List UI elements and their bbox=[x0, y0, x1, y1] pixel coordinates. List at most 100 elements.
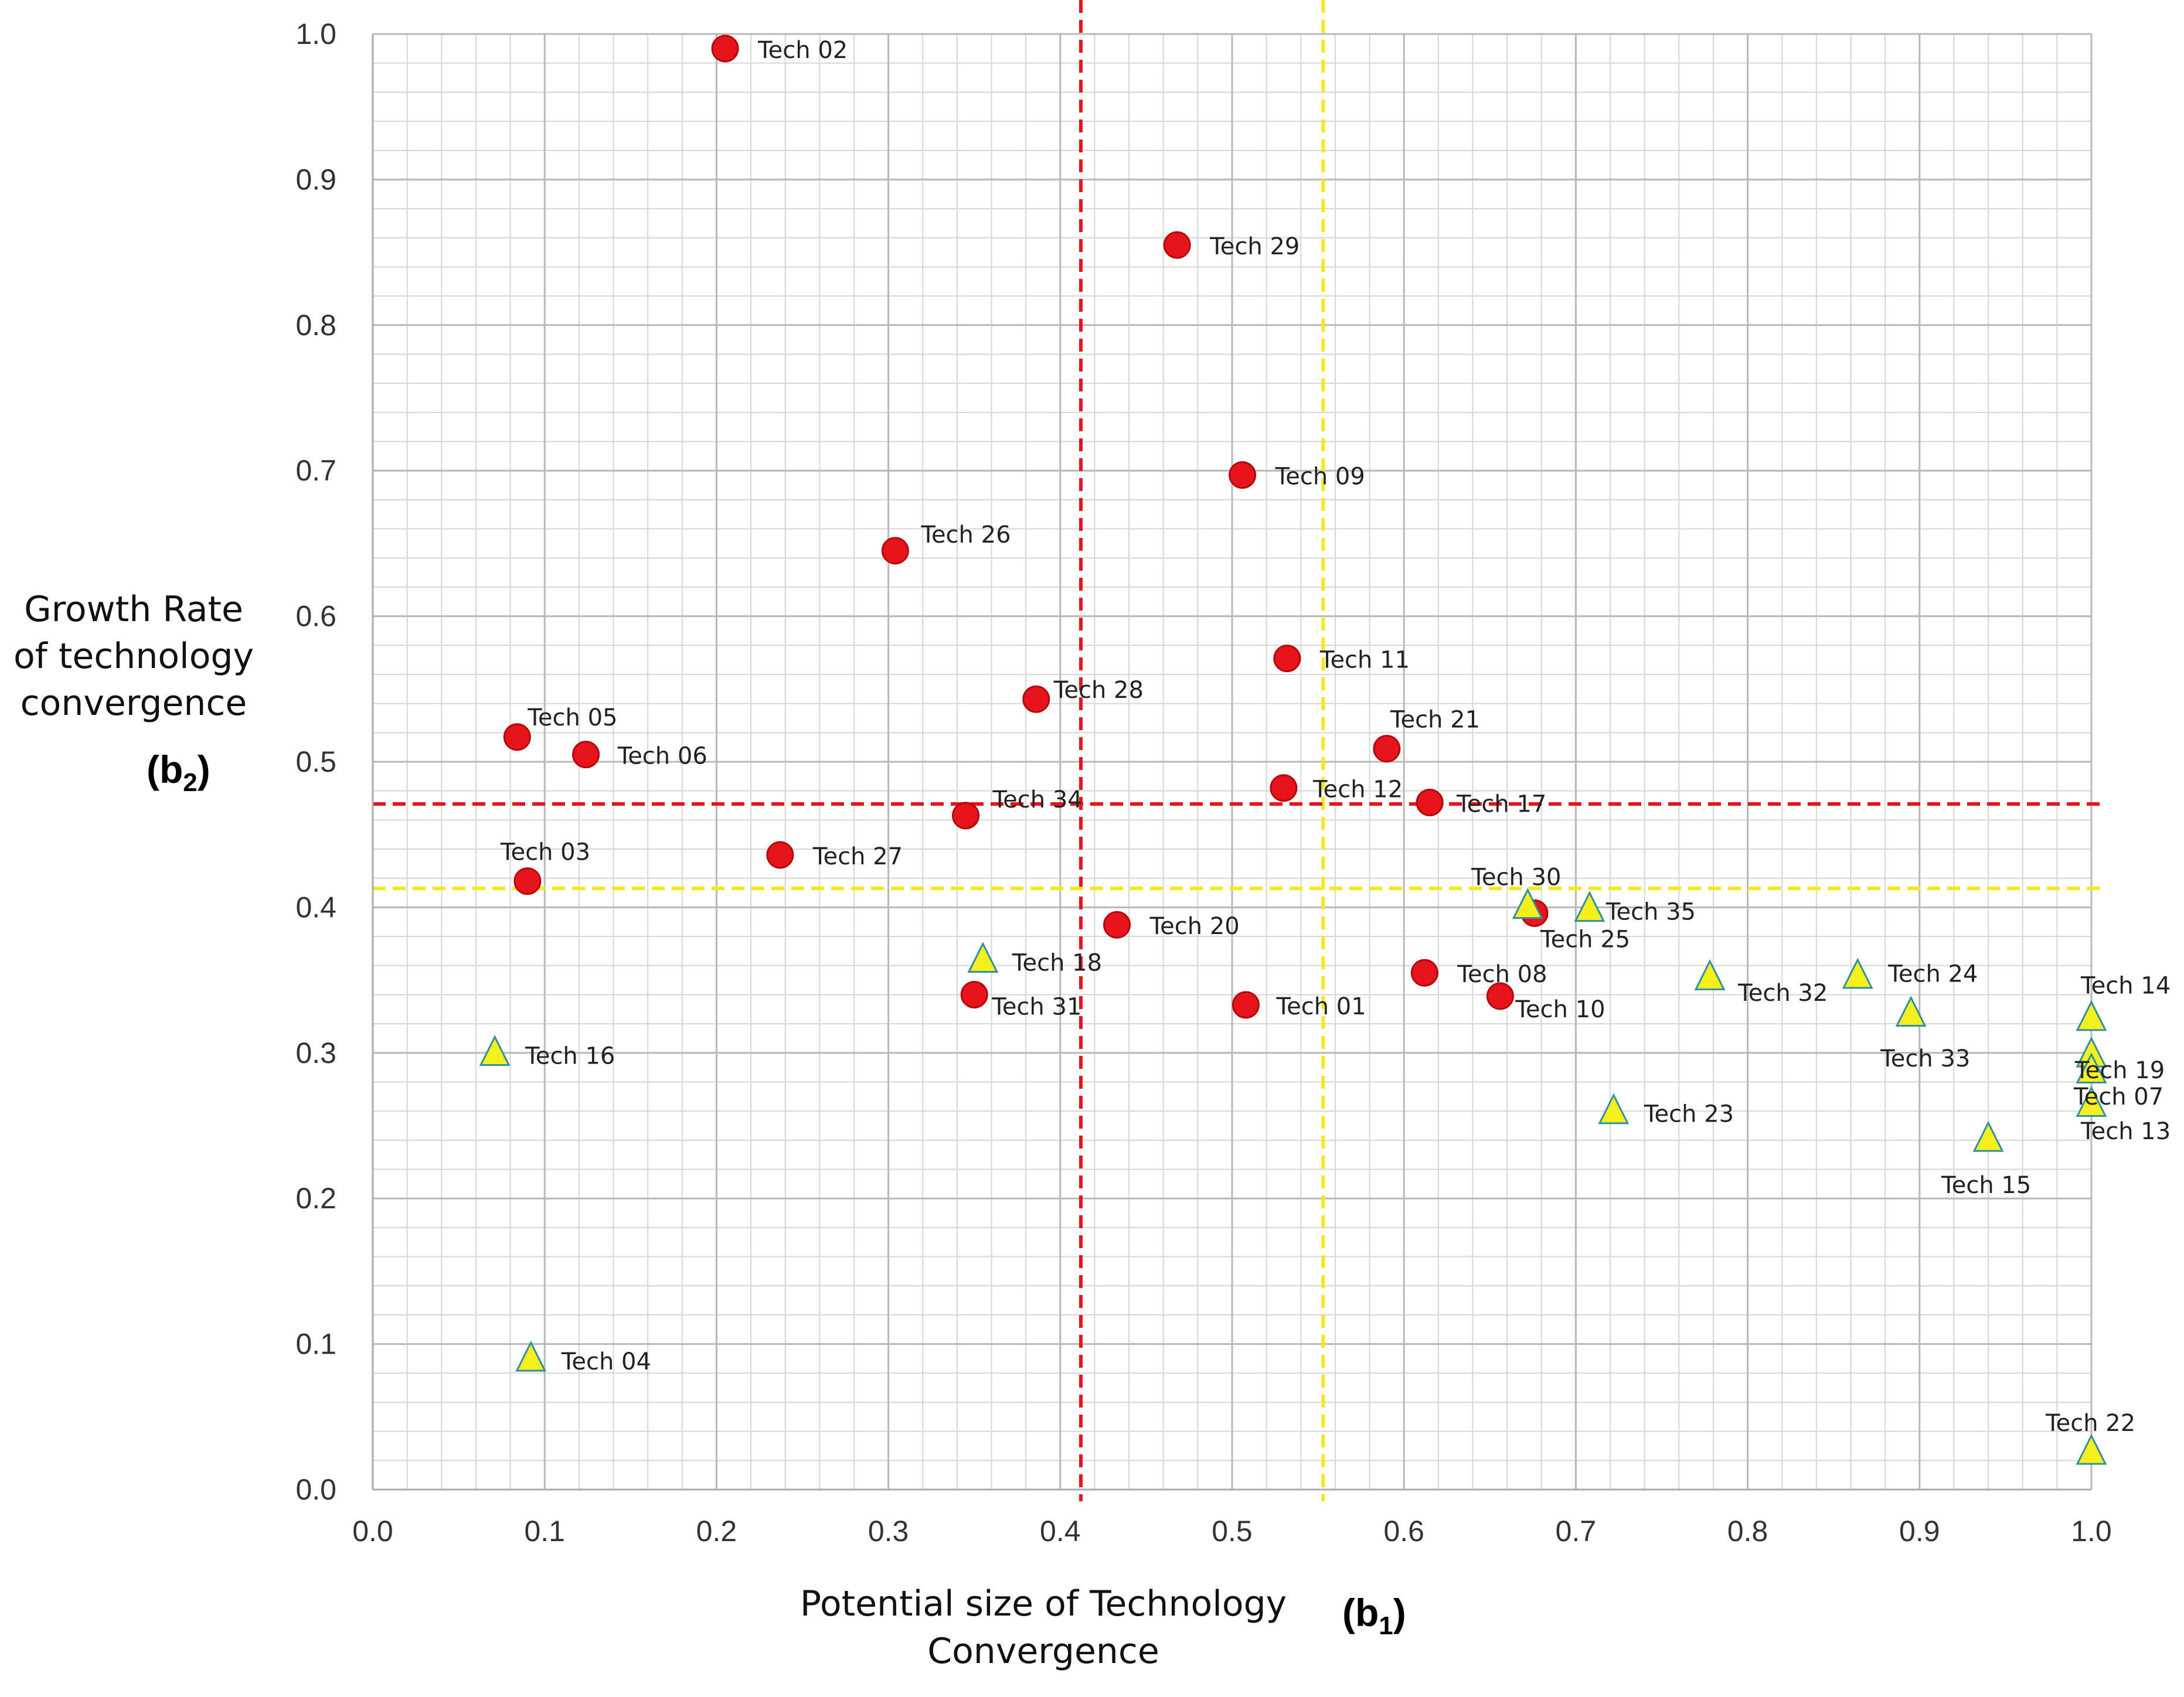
x-tick-label: 0.8 bbox=[1727, 1515, 1768, 1548]
x-tick-label: 0.1 bbox=[524, 1515, 565, 1548]
x-tick-labels: 0.0 0.1 0.2 0.3 0.4 0.5 0.6 0.7 0.8 0.9 1.0 bbox=[352, 1515, 2112, 1548]
data-point-label: Tech 31 bbox=[991, 993, 1081, 1020]
data-point-label: Tech 25 bbox=[1540, 926, 1630, 953]
y-tick-label: 0.8 bbox=[295, 309, 336, 342]
y-axis-symbol: (b2) bbox=[147, 748, 210, 797]
data-point-label: Tech 29 bbox=[1209, 233, 1299, 260]
x-axis-title-line-2: Convergence bbox=[927, 1631, 1159, 1672]
data-point-label: Tech 28 bbox=[1053, 677, 1144, 704]
marker-triangle bbox=[1574, 891, 1605, 922]
data-point-label: Tech 07 bbox=[2073, 1083, 2163, 1110]
reference-lines bbox=[373, 0, 2103, 1501]
marker-circle bbox=[881, 537, 909, 565]
marker-triangle bbox=[515, 1340, 547, 1372]
data-point-label: Tech 05 bbox=[527, 704, 617, 731]
marker-triangle bbox=[2076, 1052, 2107, 1083]
data-point-label: Tech 01 bbox=[1275, 993, 1366, 1020]
data-point-label: Tech 06 bbox=[617, 743, 707, 770]
y-axis-title-line-2: of technology bbox=[13, 636, 254, 677]
data-point-label: Tech 24 bbox=[1887, 961, 1978, 988]
data-point-label: Tech 21 bbox=[1390, 707, 1480, 734]
x-tick-label: 0.4 bbox=[1040, 1515, 1081, 1548]
marker-triangle bbox=[2076, 1433, 2107, 1465]
data-point-label: Tech 23 bbox=[1644, 1101, 1734, 1128]
marker-triangle bbox=[2076, 1086, 2107, 1117]
data-point-label: Tech 26 bbox=[920, 522, 1011, 548]
data-point-label: Tech 32 bbox=[1737, 980, 1828, 1007]
x-tick-label: 0.6 bbox=[1383, 1515, 1424, 1548]
data-point-label: Tech 22 bbox=[2045, 1410, 2135, 1437]
y-tick-label: 1.0 bbox=[295, 18, 336, 50]
y-tick-labels: 0.0 0.1 0.2 0.3 0.4 0.5 0.6 0.7 0.8 0.9 1.0 bbox=[295, 18, 336, 1506]
data-point-label: Tech 04 bbox=[561, 1348, 651, 1375]
x-axis-symbol: (b1) bbox=[1342, 1591, 1406, 1640]
marker-circle bbox=[766, 841, 794, 869]
x-tick-label: 1.0 bbox=[2071, 1515, 2112, 1548]
marker-circle bbox=[1229, 461, 1257, 489]
y-tick-label: 0.4 bbox=[295, 891, 336, 924]
x-tick-label: 0.7 bbox=[1556, 1515, 1597, 1548]
x-tick-label: 0.3 bbox=[868, 1515, 909, 1548]
marker-triangle bbox=[1598, 1093, 1630, 1124]
marker-triangle bbox=[1512, 888, 1543, 919]
y-tick-label: 0.9 bbox=[295, 163, 336, 196]
data-markers bbox=[479, 35, 2107, 1465]
x-tick-label: 0.9 bbox=[1899, 1515, 1940, 1548]
data-point-label: Tech 27 bbox=[812, 843, 903, 870]
data-point-label: Tech 11 bbox=[1319, 647, 1410, 674]
marker-circle bbox=[952, 802, 980, 830]
marker-circle bbox=[1232, 991, 1260, 1019]
marker-triangle bbox=[1895, 996, 1927, 1027]
marker-circle bbox=[1373, 735, 1401, 763]
y-axis-title-line-3: convergence bbox=[21, 683, 247, 724]
data-point-label: Tech 20 bbox=[1149, 913, 1240, 940]
y-tick-label: 0.0 bbox=[295, 1473, 336, 1506]
data-point-label: Tech 13 bbox=[2080, 1118, 2171, 1145]
x-tick-label: 0.5 bbox=[1212, 1515, 1253, 1548]
marker-circle bbox=[1486, 982, 1514, 1010]
marker-circle bbox=[572, 741, 600, 769]
data-point-label: Tech 35 bbox=[1605, 898, 1696, 925]
marker-circle bbox=[1273, 645, 1301, 673]
marker-circle bbox=[503, 723, 531, 751]
data-point-label: Tech 17 bbox=[1456, 791, 1546, 818]
data-point-label: Tech 12 bbox=[1312, 776, 1403, 803]
x-tick-label: 0.0 bbox=[352, 1515, 393, 1548]
data-point-label: Tech 33 bbox=[1880, 1045, 1970, 1072]
y-tick-label: 0.5 bbox=[295, 745, 336, 778]
marker-circle bbox=[1103, 911, 1131, 939]
x-tick-label: 0.2 bbox=[696, 1515, 737, 1548]
y-tick-label: 0.2 bbox=[295, 1182, 336, 1215]
marker-triangle bbox=[1842, 957, 1873, 989]
marker-circle bbox=[1270, 774, 1298, 802]
data-point-label: Tech 08 bbox=[1457, 961, 1547, 988]
marker-circle bbox=[711, 35, 739, 63]
y-tick-label: 0.7 bbox=[295, 454, 336, 487]
marker-circle bbox=[1410, 959, 1438, 987]
marker-triangle bbox=[1972, 1120, 2004, 1152]
data-point-label: Tech 16 bbox=[525, 1042, 615, 1069]
marker-circle bbox=[960, 980, 988, 1008]
marker-circle bbox=[513, 867, 542, 895]
y-tick-label: 0.3 bbox=[295, 1037, 336, 1069]
data-point-label: Tech 30 bbox=[1471, 864, 1561, 891]
marker-triangle bbox=[479, 1035, 511, 1066]
y-tick-label: 0.1 bbox=[295, 1328, 336, 1361]
marker-circle bbox=[1022, 685, 1050, 713]
x-axis-title-line-1: Potential size of Technology bbox=[800, 1583, 1287, 1624]
marker-circle bbox=[1163, 231, 1191, 259]
data-point-label: Tech 09 bbox=[1275, 464, 1365, 490]
marker-triangle bbox=[967, 942, 999, 973]
data-point-labels: Tech 02 Tech 29 Tech 09 Tech 26 Tech 11 Tech … bbox=[500, 37, 2171, 1437]
data-point-label: Tech 03 bbox=[500, 839, 590, 866]
data-point-label: Tech 10 bbox=[1515, 996, 1605, 1023]
marker-triangle bbox=[1694, 959, 1726, 990]
y-tick-label: 0.6 bbox=[295, 600, 336, 633]
marker-triangle bbox=[2076, 1000, 2107, 1031]
data-point-label: Tech 18 bbox=[1012, 949, 1102, 976]
marker-circle bbox=[1416, 789, 1444, 817]
data-point-label: Tech 02 bbox=[757, 37, 848, 64]
data-point-label: Tech 19 bbox=[2074, 1057, 2165, 1084]
data-point-label: Tech 14 bbox=[2080, 973, 2171, 1000]
